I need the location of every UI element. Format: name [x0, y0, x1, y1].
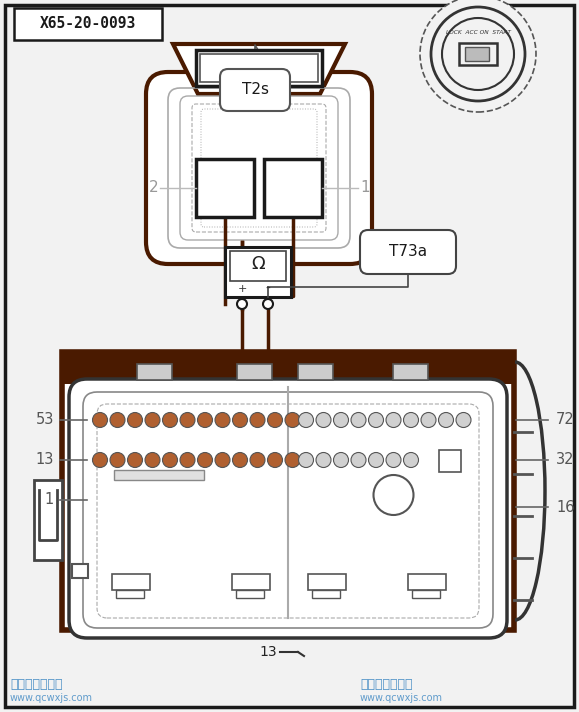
- Text: 32: 32: [556, 453, 574, 468]
- Polygon shape: [173, 44, 345, 94]
- Bar: [116, 590, 144, 598]
- Circle shape: [93, 412, 108, 427]
- Circle shape: [285, 453, 300, 468]
- Circle shape: [368, 412, 383, 427]
- Text: X65-20-0093: X65-20-0093: [40, 16, 136, 31]
- Circle shape: [351, 453, 366, 468]
- Bar: [72, 564, 88, 578]
- Text: -: -: [266, 282, 270, 296]
- Circle shape: [456, 412, 471, 427]
- Circle shape: [404, 453, 419, 468]
- Text: 2: 2: [148, 181, 158, 196]
- Circle shape: [233, 453, 247, 468]
- Circle shape: [431, 7, 525, 101]
- Circle shape: [250, 453, 265, 468]
- FancyBboxPatch shape: [146, 72, 372, 264]
- Circle shape: [386, 453, 401, 468]
- Circle shape: [263, 299, 273, 309]
- Bar: [112, 574, 150, 590]
- Text: +: +: [237, 284, 247, 294]
- FancyBboxPatch shape: [360, 230, 456, 274]
- Circle shape: [197, 453, 212, 468]
- Bar: [14, 8, 162, 40]
- Circle shape: [145, 412, 160, 427]
- Circle shape: [373, 475, 413, 515]
- Text: 汽车维修技术网: 汽车维修技术网: [360, 678, 412, 691]
- Text: T2s: T2s: [241, 83, 269, 98]
- Bar: [459, 43, 497, 65]
- Circle shape: [334, 453, 349, 468]
- Circle shape: [285, 412, 300, 427]
- Circle shape: [442, 18, 514, 90]
- Text: 汽车维修技术网: 汽车维修技术网: [10, 678, 63, 691]
- Circle shape: [316, 412, 331, 427]
- Bar: [196, 50, 322, 86]
- FancyBboxPatch shape: [220, 69, 290, 111]
- Bar: [62, 352, 514, 384]
- Bar: [408, 574, 446, 590]
- Circle shape: [250, 412, 265, 427]
- Circle shape: [163, 412, 178, 427]
- Circle shape: [145, 453, 160, 468]
- Bar: [113, 469, 203, 479]
- Text: 1: 1: [45, 493, 54, 508]
- Circle shape: [438, 412, 453, 427]
- Circle shape: [368, 453, 383, 468]
- Circle shape: [215, 412, 230, 427]
- Bar: [34, 480, 62, 560]
- Bar: [237, 364, 272, 380]
- Circle shape: [110, 412, 125, 427]
- Bar: [264, 159, 322, 217]
- Circle shape: [237, 299, 247, 309]
- Circle shape: [233, 412, 247, 427]
- Circle shape: [163, 453, 178, 468]
- Circle shape: [404, 412, 419, 427]
- Bar: [465, 47, 489, 61]
- Bar: [412, 590, 440, 598]
- Circle shape: [334, 412, 349, 427]
- Text: 13: 13: [259, 645, 277, 659]
- Bar: [137, 364, 172, 380]
- Circle shape: [110, 453, 125, 468]
- Circle shape: [316, 453, 331, 468]
- Text: 72: 72: [556, 412, 575, 427]
- Circle shape: [299, 453, 313, 468]
- Bar: [230, 251, 286, 281]
- Circle shape: [197, 412, 212, 427]
- Circle shape: [267, 453, 283, 468]
- Text: LOCK  ACC ON  START: LOCK ACC ON START: [445, 29, 511, 34]
- Text: 13: 13: [36, 453, 54, 468]
- Circle shape: [421, 412, 436, 427]
- Circle shape: [93, 453, 108, 468]
- Circle shape: [127, 453, 142, 468]
- Circle shape: [386, 412, 401, 427]
- Text: 1: 1: [360, 181, 369, 196]
- FancyBboxPatch shape: [69, 379, 507, 638]
- Text: www.qcwxjs.com: www.qcwxjs.com: [10, 693, 93, 703]
- Bar: [298, 364, 333, 380]
- Circle shape: [420, 0, 536, 112]
- Bar: [200, 54, 318, 82]
- Circle shape: [127, 412, 142, 427]
- Bar: [438, 450, 460, 472]
- Circle shape: [180, 453, 195, 468]
- Bar: [236, 590, 264, 598]
- Bar: [225, 247, 291, 297]
- Circle shape: [299, 412, 313, 427]
- Bar: [232, 574, 270, 590]
- Bar: [393, 364, 428, 380]
- Text: 16: 16: [556, 500, 574, 515]
- Bar: [308, 574, 346, 590]
- Text: 53: 53: [36, 412, 54, 427]
- Circle shape: [215, 453, 230, 468]
- Bar: [62, 352, 514, 630]
- Circle shape: [351, 412, 366, 427]
- Bar: [196, 159, 254, 217]
- Circle shape: [180, 412, 195, 427]
- Text: Ω: Ω: [251, 255, 265, 273]
- Text: T73a: T73a: [389, 244, 427, 259]
- Bar: [312, 590, 340, 598]
- Circle shape: [267, 412, 283, 427]
- Text: www.qcwxjs.com: www.qcwxjs.com: [360, 693, 443, 703]
